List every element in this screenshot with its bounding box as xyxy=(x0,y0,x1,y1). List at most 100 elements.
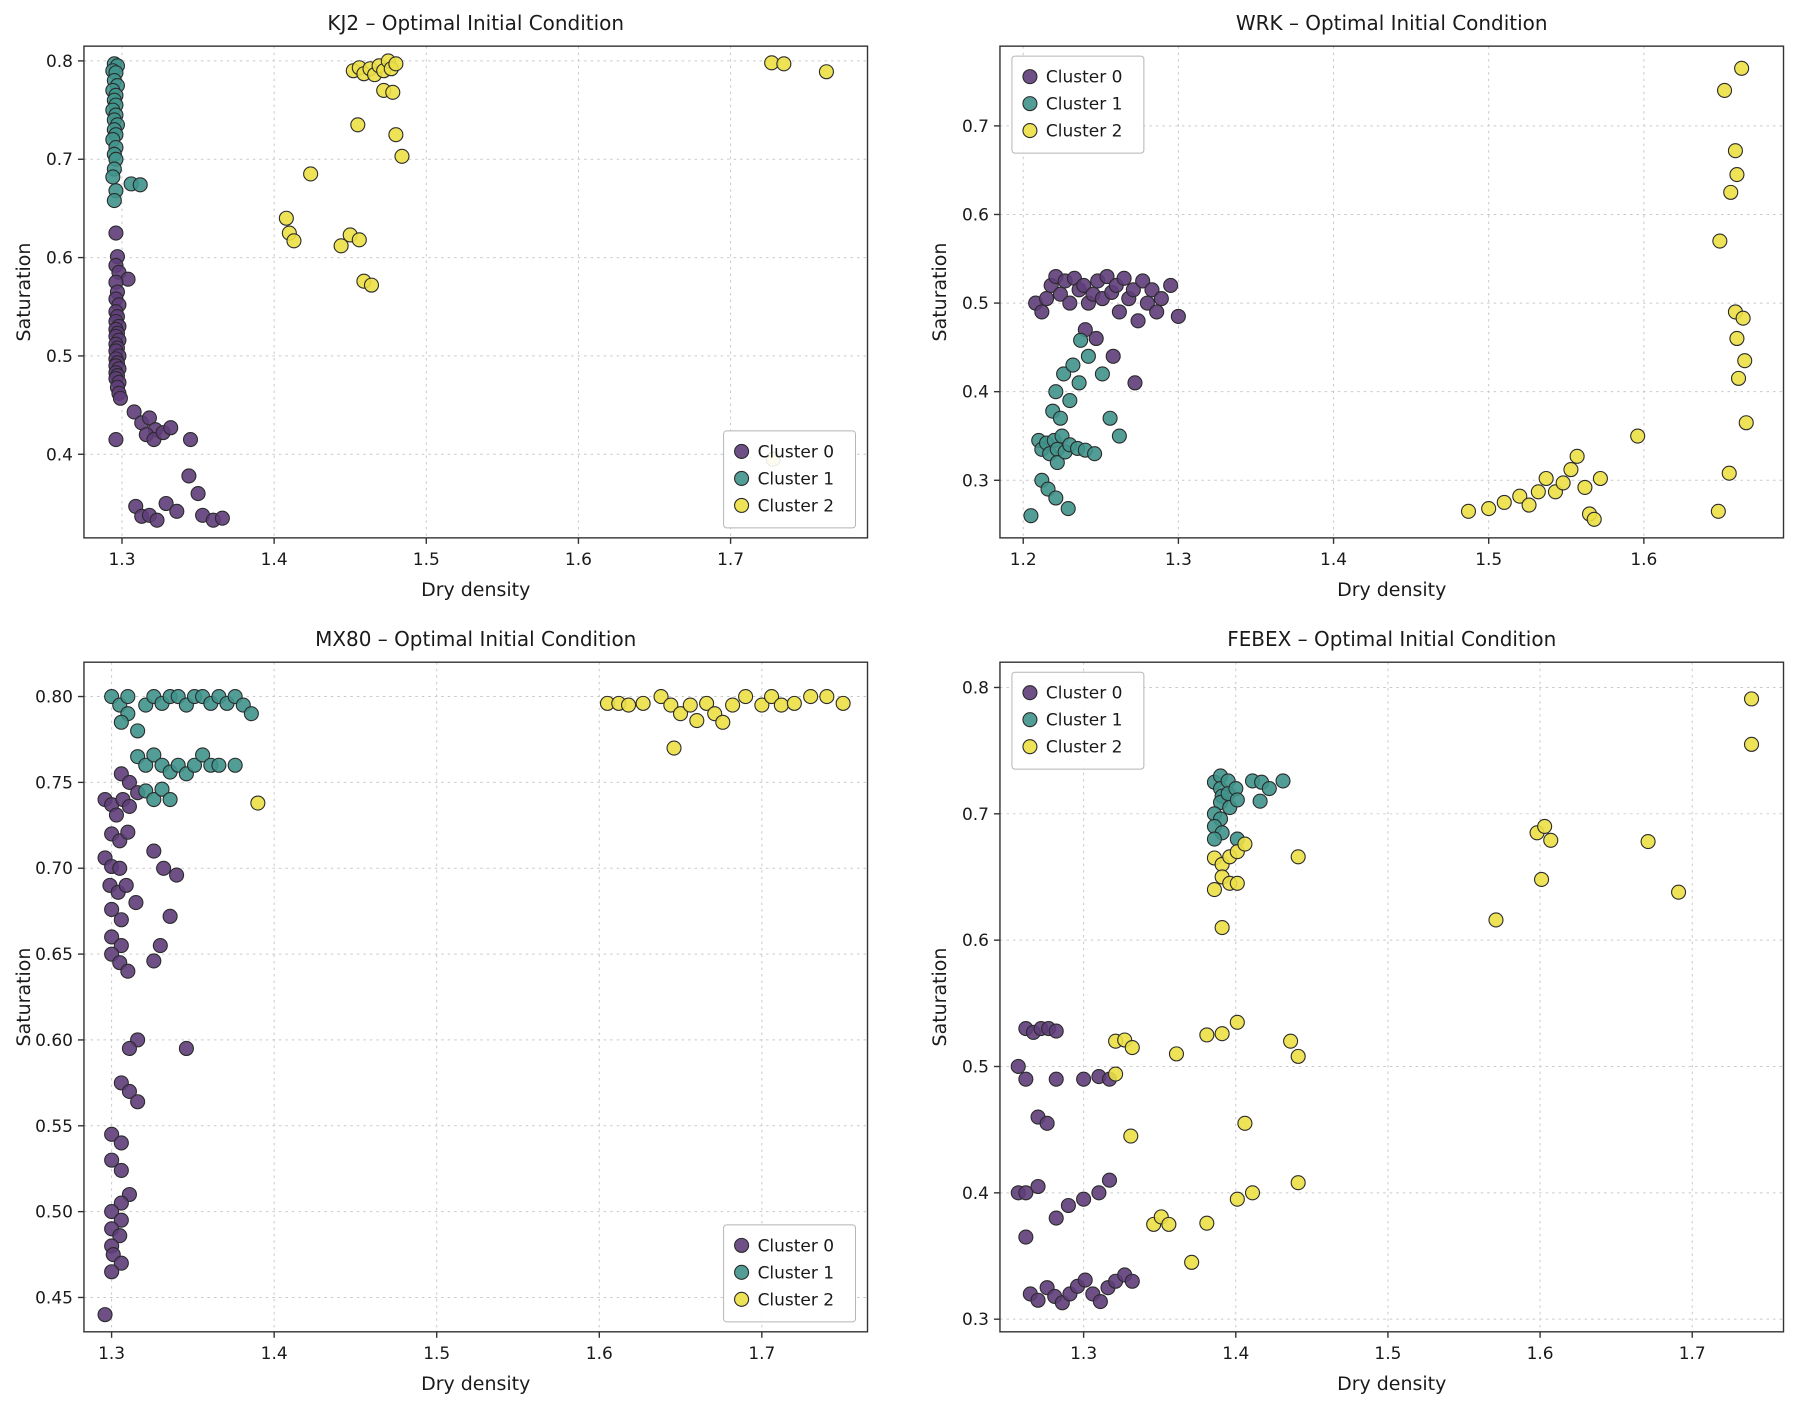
y-tick-label: 0.5 xyxy=(961,1057,988,1077)
data-point xyxy=(146,953,162,969)
data-point xyxy=(104,1126,120,1142)
data-point xyxy=(1736,353,1752,369)
y-tick-label: 0.6 xyxy=(961,205,988,225)
data-point xyxy=(1048,1071,1064,1087)
legend-marker xyxy=(734,1237,750,1253)
data-point xyxy=(1080,348,1096,364)
legend-marker xyxy=(734,443,750,459)
data-point xyxy=(243,706,259,722)
series-cluster-0 xyxy=(97,766,194,1323)
data-point xyxy=(1038,291,1054,307)
legend-label: Cluster 2 xyxy=(758,496,835,516)
data-point xyxy=(333,238,349,254)
y-tick-label: 0.55 xyxy=(35,1117,73,1137)
x-axis-label: Dry density xyxy=(1337,1373,1446,1395)
scatter-plot: 1.3 1.4 1.5 1.6 1.7 0.4 0.5 0.6 0.7 0.8 KJ2 – Opti… xyxy=(13,11,869,601)
data-point xyxy=(1055,366,1071,382)
data-point xyxy=(1168,1046,1184,1062)
x-tick-label: 1.3 xyxy=(1164,550,1191,570)
y-tick-label: 0.3 xyxy=(961,471,988,491)
data-point xyxy=(786,695,802,711)
data-point xyxy=(106,193,122,209)
data-point xyxy=(104,901,120,918)
legend-label: Cluster 1 xyxy=(1045,711,1122,731)
data-point xyxy=(682,697,698,713)
data-point xyxy=(120,689,136,705)
data-point xyxy=(1134,273,1150,289)
data-point xyxy=(1569,448,1585,464)
data-point xyxy=(1735,310,1751,326)
data-point xyxy=(1170,308,1186,324)
data-point xyxy=(1229,1014,1245,1030)
data-point xyxy=(158,495,174,512)
data-point xyxy=(385,84,401,100)
data-point xyxy=(1143,282,1160,298)
data-point xyxy=(835,695,851,711)
x-tick-label: 1.6 xyxy=(1630,550,1657,570)
data-point xyxy=(1029,1292,1046,1308)
series-cluster-0 xyxy=(1010,1021,1140,1311)
data-point xyxy=(1711,233,1727,249)
data-point xyxy=(818,64,834,80)
data-point xyxy=(1727,143,1743,159)
data-point xyxy=(1261,780,1277,797)
data-point xyxy=(104,929,120,945)
legend-box xyxy=(1010,55,1144,154)
data-point xyxy=(689,713,705,729)
data-point xyxy=(1022,508,1038,524)
chart-title: MX80 – Optimal Initial Condition xyxy=(315,627,636,651)
data-point xyxy=(1017,1185,1033,1201)
data-point xyxy=(1124,1273,1140,1289)
legend-marker xyxy=(1021,123,1037,139)
data-point xyxy=(1670,884,1686,900)
plot-frame xyxy=(83,45,869,539)
data-point xyxy=(149,512,165,528)
legend-label: Cluster 1 xyxy=(758,1263,835,1283)
x-tick-label: 1.5 xyxy=(423,1344,450,1364)
data-point xyxy=(113,1255,129,1271)
y-axis-label: Saturation xyxy=(928,948,950,1047)
data-point xyxy=(190,486,206,502)
data-point xyxy=(1102,410,1118,426)
data-point xyxy=(1086,446,1102,462)
x-tick-label: 1.7 xyxy=(1678,1344,1705,1364)
chart-kj2: 1.3 1.4 1.5 1.6 1.7 0.4 0.5 0.6 0.7 0.8 KJ2 – Opti… xyxy=(12,8,884,608)
data-point xyxy=(1075,1191,1091,1207)
data-point xyxy=(1033,304,1049,320)
x-tick-label: 1.3 xyxy=(1070,1344,1097,1364)
y-tick-label: 0.4 xyxy=(961,383,988,403)
data-point xyxy=(113,1195,129,1211)
legend: Cluster 0 Cluster 1 Cluster 2 xyxy=(1010,55,1144,154)
x-tick-label: 1.7 xyxy=(717,550,744,570)
data-point xyxy=(773,697,789,713)
chart-mx80: 1.3 1.4 1.5 1.6 1.7 0.45 0.50 0.55 0.60 0.65 0.70 0… xyxy=(12,624,884,1402)
y-tick-label: 0.75 xyxy=(35,773,73,793)
data-point xyxy=(1105,348,1121,364)
data-point xyxy=(97,1307,113,1323)
data-point xyxy=(286,233,302,249)
data-point xyxy=(1244,1185,1260,1201)
data-point xyxy=(819,689,835,705)
data-point xyxy=(1090,1185,1106,1201)
data-point xyxy=(1716,82,1732,98)
data-point xyxy=(214,510,230,526)
legend: Cluster 0 Cluster 1 Cluster 2 xyxy=(723,430,857,529)
data-point xyxy=(1017,1071,1033,1087)
data-point xyxy=(163,420,179,436)
data-point xyxy=(113,1135,129,1151)
data-point xyxy=(113,937,129,954)
y-tick-label: 0.4 xyxy=(46,445,73,465)
data-point xyxy=(1183,1254,1199,1270)
data-point xyxy=(764,689,780,705)
y-tick-label: 0.7 xyxy=(46,150,73,170)
data-point xyxy=(1049,454,1065,471)
data-point xyxy=(1088,330,1104,347)
data-point xyxy=(1728,167,1744,183)
data-point xyxy=(1538,470,1554,487)
data-point xyxy=(250,795,266,811)
data-point xyxy=(181,468,197,484)
data-point xyxy=(182,431,199,448)
data-point xyxy=(154,781,170,797)
data-point xyxy=(1252,793,1268,809)
data-point xyxy=(121,1083,137,1100)
